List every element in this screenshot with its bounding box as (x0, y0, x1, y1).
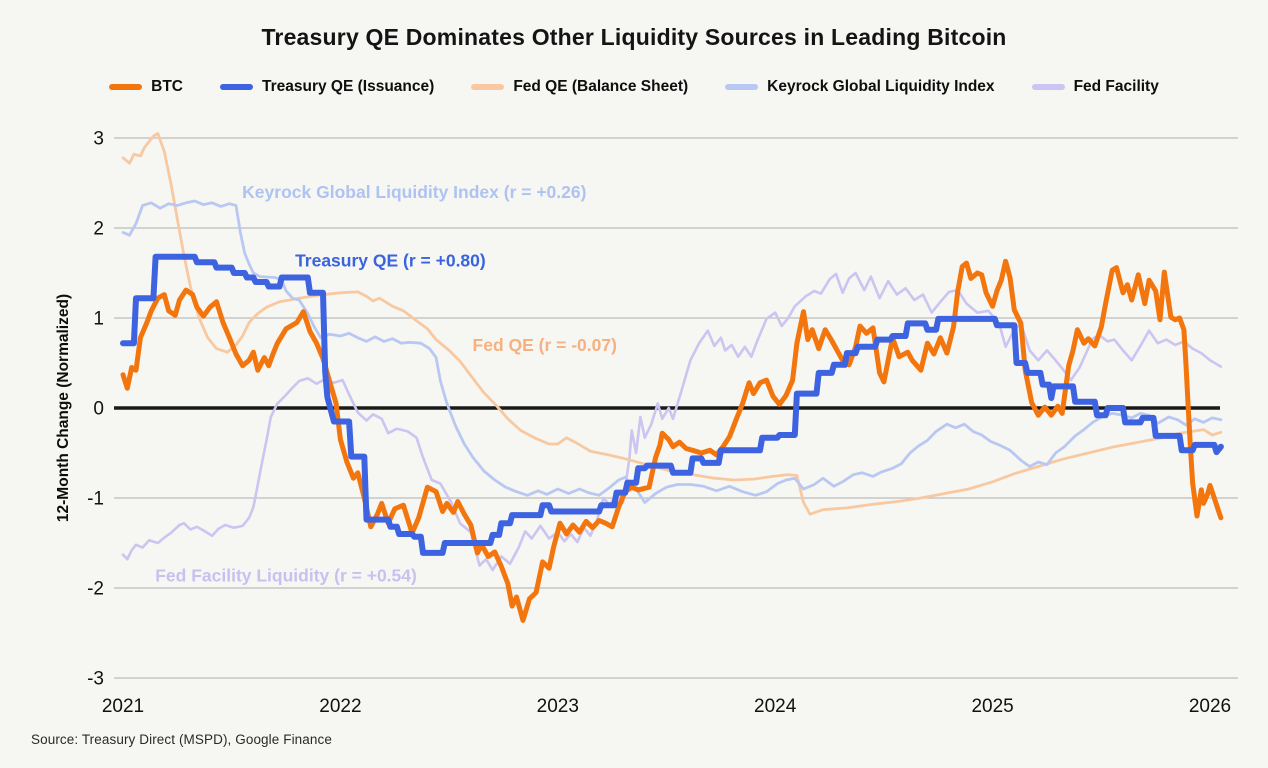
y-tick-label: -3 (87, 669, 104, 690)
legend-label: BTC (151, 78, 183, 95)
legend-swatch-icon (220, 84, 253, 90)
legend-label: Keyrock Global Liquidity Index (767, 78, 995, 95)
annotation-0: Keyrock Global Liquidity Index (r = +0.2… (242, 182, 586, 202)
legend-swatch-icon (471, 84, 505, 90)
source-note: Source: Treasury Direct (MSPD), Google F… (31, 732, 332, 747)
series-line-fed-qe-balance-sheet (121, 132, 1223, 516)
y-axis-title: 12-Month Change (Normalized) (55, 294, 72, 522)
legend-swatch-icon (1031, 84, 1065, 90)
x-tick-label: 2024 (754, 696, 797, 717)
legend-swatch-icon (109, 84, 143, 90)
legend-item-2[interactable]: Fed QE (Balance Sheet) (471, 78, 688, 96)
annotation-3: Fed Facility Liquidity (r = +0.54) (155, 565, 417, 585)
series-line-treasury-qe-issuance (120, 253, 1224, 556)
annotation-1: Treasury QE (r = +0.80) (295, 250, 486, 270)
y-tick-label: -1 (87, 489, 104, 510)
y-tick-label: -2 (87, 579, 104, 600)
series-line-fed-facility (121, 271, 1223, 572)
x-tick-label: 2021 (102, 696, 144, 717)
series-line-btc (120, 258, 1224, 623)
y-tick-label: 2 (93, 219, 104, 240)
annotation-2: Fed QE (r = -0.07) (473, 335, 617, 355)
legend: BTC Treasury QE (Issuance) Fed QE (Balance… (0, 78, 1268, 96)
y-tick-label: 0 (93, 399, 104, 420)
legend-label: Fed Facility (1073, 78, 1159, 95)
x-tick-label: 2022 (319, 696, 361, 717)
legend-swatch-icon (725, 84, 759, 90)
series-line-keyrock-global-liquidity-index (121, 199, 1223, 504)
legend-label: Fed QE (Balance Sheet) (513, 78, 689, 95)
y-tick-label: 3 (93, 129, 104, 150)
legend-item-4[interactable]: Fed Facility (1031, 78, 1159, 96)
y-tick-label: 1 (93, 309, 104, 330)
legend-item-3[interactable]: Keyrock Global Liquidity Index (725, 78, 995, 96)
legend-item-0[interactable]: BTC (109, 78, 183, 96)
x-tick-label: 2026 (1189, 696, 1231, 717)
chart-title: Treasury QE Dominates Other Liquidity So… (261, 24, 1007, 50)
x-tick-label: 2025 (971, 696, 1013, 717)
x-tick-label: 2023 (537, 696, 579, 717)
legend-item-1[interactable]: Treasury QE (Issuance) (220, 78, 434, 96)
legend-label: Treasury QE (Issuance) (262, 78, 435, 95)
